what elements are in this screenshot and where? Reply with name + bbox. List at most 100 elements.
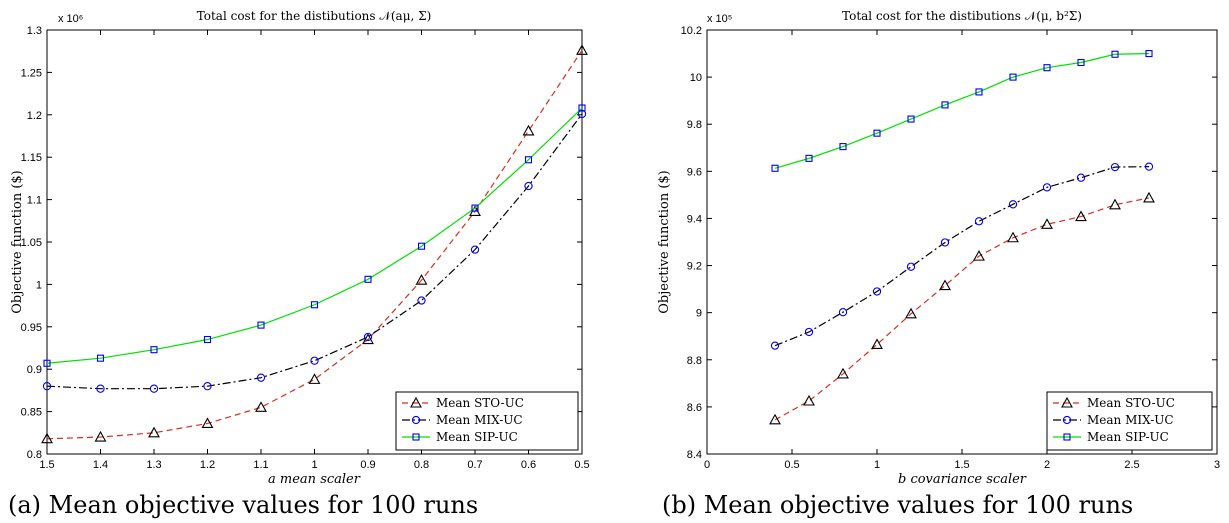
data-point-square — [873, 129, 881, 137]
data-point-triangle — [973, 250, 985, 261]
legend-box — [1046, 391, 1213, 451]
data-point-circle — [872, 287, 882, 296]
data-point-circle — [42, 382, 52, 391]
data-point-square — [805, 154, 813, 162]
y-tick-label: 0.8 — [27, 449, 42, 461]
data-point-circle — [1110, 162, 1120, 172]
y-tick-label: 1.05 — [21, 237, 42, 249]
data-point-square — [1111, 50, 1119, 58]
legend: Mean STO-UC Mean MIX-UC Mean SIP-UC — [1046, 391, 1213, 451]
data-point-square — [1145, 50, 1153, 58]
y-tick-label: 1.3 — [27, 25, 42, 37]
data-point-triangle — [939, 279, 951, 291]
y-exponent-label: x 10⁶ — [58, 13, 83, 25]
data-point-square — [524, 156, 533, 164]
data-point-triangle — [415, 274, 428, 285]
legend-label: Mean STO-UC — [436, 396, 524, 410]
figure-caption: (b) Mean objective values for 100 runs — [662, 491, 1133, 519]
y-tick-label: 1.25 — [21, 67, 42, 79]
y-tick-label: 8.4 — [687, 449, 702, 461]
x-tick-label: 1.2 — [200, 459, 215, 471]
series-line — [774, 52, 1150, 169]
x-tick-label: 1 — [874, 459, 880, 471]
data-point-triangle — [522, 124, 535, 136]
data-point-triangle — [769, 413, 781, 425]
x-tick-label: 0.8 — [414, 459, 429, 471]
y-tick-label: 9.8 — [687, 119, 702, 131]
x-tick-label: 1.3 — [146, 459, 161, 471]
data-point-circle — [96, 384, 105, 393]
data-point-square — [839, 143, 847, 151]
y-tick-label: 8.8 — [687, 355, 702, 367]
x-tick-label: 1.4 — [93, 459, 108, 471]
legend-label: Mean SIP-UC — [1087, 430, 1169, 444]
data-point-circle — [310, 356, 319, 365]
data-point-circle — [1008, 200, 1018, 209]
data-point-circle — [256, 373, 266, 382]
series-group — [41, 44, 588, 444]
x-tick-label: 1.1 — [253, 459, 268, 471]
data-point-triangle — [41, 432, 53, 444]
x-tick-label: 0.6 — [521, 459, 536, 471]
data-point-circle — [417, 296, 426, 305]
data-point-square — [310, 301, 319, 309]
data-point-square — [771, 164, 779, 172]
data-point-circle — [974, 217, 984, 226]
data-point-square — [412, 433, 420, 441]
series-line — [46, 107, 583, 364]
data-point-circle — [1076, 173, 1086, 182]
chart-panel-b: Total cost for the distibutions 𝒩(μ, b²Σ… — [657, 9, 1220, 519]
chart-panel-a: Total cost for the distibutions 𝒩(aμ, Σ)… — [8, 9, 590, 519]
data-point-square — [907, 115, 915, 123]
data-point-circle — [1062, 415, 1072, 425]
y-tick-label: 1.2 — [27, 110, 42, 122]
series-group — [769, 50, 1155, 425]
y-tick-label: 0.9 — [27, 364, 42, 376]
y-tick-label: 1.1 — [27, 195, 42, 207]
data-point-circle — [577, 109, 587, 119]
y-tick-label: 9.4 — [687, 213, 702, 225]
figure-caption: (a) Mean objective values for 100 runs — [8, 491, 478, 519]
data-point-square — [1077, 58, 1085, 67]
data-point-circle — [203, 382, 212, 391]
data-point-circle — [1042, 183, 1052, 192]
tick-group: 1.5 1.4 1.3 1.2 1.1 1 0.9 0.8 0.7 0.6 0.5 0.8 0.85 0.… — [21, 25, 590, 471]
data-point-circle — [470, 245, 480, 254]
data-point-circle — [363, 332, 373, 342]
y-tick-label: 1 — [36, 279, 42, 291]
x-tick-label: 0 — [704, 459, 710, 471]
data-point-square — [941, 101, 949, 109]
data-point-triangle — [871, 338, 883, 350]
data-point-circle — [838, 308, 848, 317]
legend-label: Mean MIX-UC — [1087, 413, 1174, 427]
data-point-triangle — [308, 373, 321, 384]
data-point-triangle — [905, 307, 917, 319]
data-point-triangle — [1061, 396, 1073, 408]
y-tick-label: 10.2 — [681, 25, 702, 37]
data-point-circle — [411, 415, 421, 425]
legend-label: Mean SIP-UC — [436, 430, 518, 444]
data-point-square — [96, 354, 105, 362]
data-point-square — [1063, 433, 1071, 441]
chart-title: Total cost for the distibutions 𝒩(μ, b²Σ… — [842, 9, 1082, 23]
data-point-triangle — [1007, 231, 1019, 243]
data-point-square — [257, 321, 265, 329]
data-point-circle — [804, 327, 814, 337]
legend-box — [395, 391, 579, 451]
data-point-square — [43, 359, 51, 367]
legend: Mean STO-UC Mean MIX-UC Mean SIP-UC — [395, 391, 579, 451]
x-tick-label: 1.5 — [954, 459, 969, 471]
data-point-triangle — [837, 367, 849, 379]
data-point-square — [364, 275, 372, 283]
series-line — [774, 166, 1150, 347]
y-tick-label: 10 — [690, 72, 702, 84]
y-exponent-label: x 10⁵ — [707, 13, 732, 25]
data-point-triangle — [1109, 198, 1121, 210]
y-tick-label: 9.6 — [687, 166, 702, 178]
data-point-triangle — [1075, 210, 1087, 222]
plot-area-frame — [706, 29, 1218, 455]
data-point-triangle — [201, 417, 214, 429]
x-tick-label: 2 — [1044, 459, 1050, 471]
legend-label: Mean MIX-UC — [436, 413, 523, 427]
